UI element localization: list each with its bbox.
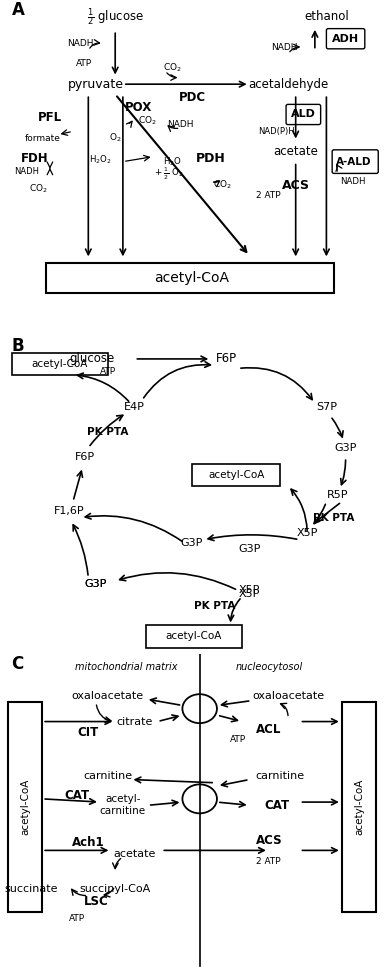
Text: POX: POX — [125, 102, 152, 114]
Text: NADH: NADH — [341, 178, 366, 186]
Text: formate: formate — [24, 134, 60, 142]
Text: acetate: acetate — [113, 848, 156, 859]
Text: CAT: CAT — [64, 790, 89, 802]
Text: CO$_2$: CO$_2$ — [29, 183, 48, 195]
Text: glucose: glucose — [69, 352, 114, 365]
Text: X5P: X5P — [296, 528, 318, 539]
Text: ACS: ACS — [255, 834, 282, 847]
Text: S7P: S7P — [316, 401, 337, 412]
Text: O$_2$: O$_2$ — [109, 132, 121, 144]
Text: CIT: CIT — [78, 726, 99, 740]
Text: PDC: PDC — [179, 91, 205, 104]
Text: carnitine: carnitine — [83, 771, 132, 782]
Text: H$_2$O$_2$: H$_2$O$_2$ — [89, 153, 111, 166]
Text: ADH: ADH — [332, 34, 359, 44]
Text: PDH: PDH — [196, 151, 226, 165]
Text: A-ALD: A-ALD — [336, 156, 371, 167]
Text: G3P: G3P — [238, 545, 261, 554]
Text: LSC: LSC — [84, 895, 108, 909]
Text: succinate: succinate — [4, 884, 58, 894]
Text: acetyl-
carnitine: acetyl- carnitine — [100, 794, 146, 816]
Text: G3P: G3P — [334, 443, 357, 453]
Text: ACL: ACL — [256, 723, 281, 736]
Text: ATP: ATP — [76, 60, 93, 68]
Text: E4P: E4P — [124, 401, 145, 412]
Text: R5P: R5P — [327, 490, 349, 501]
Text: F6P: F6P — [74, 452, 94, 463]
Text: oxaloacetate: oxaloacetate — [252, 691, 324, 701]
Text: CO$_2$: CO$_2$ — [213, 179, 232, 191]
Text: PFL: PFL — [38, 111, 62, 124]
Text: X5P: X5P — [239, 586, 260, 595]
Text: ethanol: ethanol — [304, 11, 349, 23]
Text: G3P: G3P — [85, 579, 107, 590]
Text: 2 ATP: 2 ATP — [257, 857, 281, 866]
Text: NADH: NADH — [67, 39, 94, 48]
Text: CAT: CAT — [264, 798, 289, 812]
Text: PK PTA: PK PTA — [87, 427, 128, 437]
Text: 2 ATP: 2 ATP — [257, 190, 281, 200]
Text: B: B — [12, 338, 24, 355]
Text: oxaloacetate: oxaloacetate — [71, 691, 144, 701]
Text: acetyl-CoA: acetyl-CoA — [154, 270, 230, 285]
Circle shape — [182, 694, 217, 723]
Text: F1,6P: F1,6P — [54, 507, 84, 516]
Text: G3P: G3P — [181, 538, 203, 548]
Text: NADH: NADH — [271, 43, 298, 52]
Text: X5P: X5P — [239, 589, 260, 598]
Text: CO$_2$: CO$_2$ — [163, 61, 182, 73]
Text: H$_2$O: H$_2$O — [163, 155, 182, 168]
Text: acetaldehyde: acetaldehyde — [248, 78, 328, 91]
Text: NADH: NADH — [167, 120, 194, 129]
Text: CO$_2$: CO$_2$ — [138, 115, 157, 128]
Text: C: C — [12, 655, 24, 672]
Text: pyruvate: pyruvate — [68, 78, 124, 91]
Text: NAD(P)H: NAD(P)H — [258, 127, 295, 136]
Circle shape — [182, 785, 217, 813]
Text: carnitine: carnitine — [256, 771, 305, 782]
Text: succinyl-CoA: succinyl-CoA — [79, 884, 151, 894]
Text: PK PTA: PK PTA — [313, 512, 355, 522]
Text: acetyl-CoA: acetyl-CoA — [208, 469, 264, 479]
Text: FDH: FDH — [21, 151, 48, 165]
Text: ALD: ALD — [291, 109, 316, 119]
Text: F6P: F6P — [216, 352, 237, 365]
Text: ACS: ACS — [282, 179, 310, 191]
Text: G3P: G3P — [85, 579, 107, 590]
Text: NADH: NADH — [14, 167, 40, 177]
Text: $\frac{1}{2}$ glucose: $\frac{1}{2}$ glucose — [87, 6, 144, 27]
Text: A: A — [12, 1, 25, 20]
Text: ATP: ATP — [99, 367, 116, 376]
Text: mitochondrial matrix: mitochondrial matrix — [76, 662, 178, 671]
Text: citrate: citrate — [116, 716, 152, 726]
Text: acetyl-CoA: acetyl-CoA — [31, 359, 88, 369]
Text: acetyl-CoA: acetyl-CoA — [166, 631, 222, 641]
Text: PK PTA: PK PTA — [194, 601, 236, 611]
Text: ATP: ATP — [230, 735, 246, 744]
Text: acetyl-CoA: acetyl-CoA — [20, 779, 30, 835]
Text: acetyl-CoA: acetyl-CoA — [354, 779, 364, 835]
Text: Ach1: Ach1 — [72, 835, 104, 849]
Text: ATP: ATP — [69, 914, 85, 922]
Text: nucleocytosol: nucleocytosol — [235, 662, 303, 671]
Text: + $\frac{1}{2}$ O$_2$: + $\frac{1}{2}$ O$_2$ — [154, 165, 184, 182]
Text: acetate: acetate — [273, 145, 318, 158]
